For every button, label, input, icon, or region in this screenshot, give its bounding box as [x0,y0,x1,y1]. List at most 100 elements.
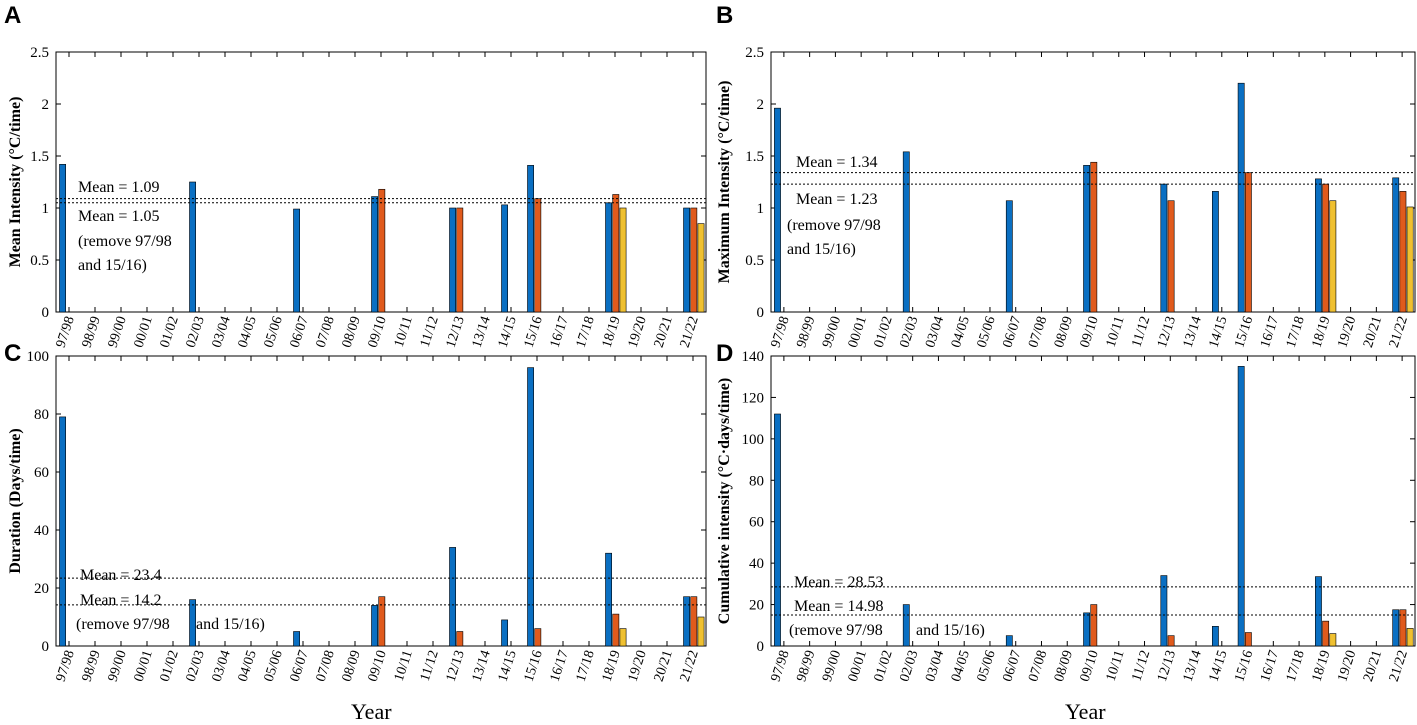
y-tick-label: 0.5 [30,253,49,269]
bar-series3 [697,223,705,313]
y-tick-label: 0 [42,305,50,321]
x-tick-label: 13/14 [470,649,494,684]
bar-series1 [1237,82,1245,313]
panel-letter-b: B [716,2,734,29]
x-axis-label-d: Year [1065,699,1106,724]
mean-annotation: (remove 97/98 [78,233,172,250]
x-tick-label: 09/10 [1078,649,1102,684]
bar-series1 [902,604,910,647]
y-tick-label: 80 [34,407,49,423]
bar-series2 [612,194,620,313]
bar-series2 [1167,200,1175,313]
y-tick-label: 20 [34,581,49,597]
y-tick-label: 140 [742,349,765,365]
x-tick-label: 21/22 [678,649,702,684]
x-tick-label: 12/13 [1155,649,1179,684]
bar-series2 [690,207,698,313]
y-tick-label: 2 [757,97,765,113]
bar-series2 [1322,620,1330,647]
mean-annotation: Mean = 14.2 [80,592,161,609]
y-tick-label: 1.5 [30,149,49,165]
bar-series1 [1392,609,1400,647]
bar-series1 [1083,165,1090,313]
x-tick-label: 14/15 [1206,649,1230,684]
y-tick-label: 2.5 [30,45,49,61]
x-tick-label: 17/18 [1284,649,1308,684]
x-tick-label: 20/21 [652,649,676,684]
bar-series2 [378,596,386,647]
bar-series1 [449,547,456,647]
bar-series1 [1315,576,1322,647]
bar-series1 [605,202,612,313]
bar-series3 [1329,633,1337,647]
chart-d: 0 20 40 60 80 100 120 140 Cumulative intensity (… [716,349,1416,684]
x-tick-label: 14/15 [496,649,520,684]
x-tick-label: 08/09 [1052,649,1076,684]
bar-series1 [774,107,781,313]
y-tick-label: 40 [34,523,49,539]
bar-series1 [1005,200,1013,313]
x-tick-label: 16/17 [1258,649,1282,684]
x-tick-label: 12/13 [444,649,468,684]
y-tick-label: 2 [42,97,50,113]
x-tick-label: 99/00 [820,649,844,684]
bar-series1 [293,631,300,647]
bar-series2 [1322,183,1330,313]
x-tick-label: 00/01 [132,649,156,684]
y-tick-label: 80 [749,473,764,489]
bar-series1 [527,367,534,647]
bar-series1 [189,181,196,313]
x-tick-label: 11/12 [418,649,442,683]
y-tick-label: 100 [742,432,765,448]
bar-series1 [293,208,300,313]
bar-series2 [378,188,386,313]
bar-series1 [1083,612,1090,647]
bar-series1 [59,164,66,313]
x-tick-label: 02/03 [897,649,921,684]
y-tick-label: 2.5 [745,45,764,61]
y-axis-label: Maximum Intensity (°C/time) [716,81,733,284]
mean-annotation: and 15/16) [916,622,985,639]
bar-series1 [605,552,612,647]
bar-series2 [1399,609,1407,647]
bar-series3 [619,207,627,313]
bar-series2 [612,613,620,647]
x-tick-label: 09/10 [366,649,390,684]
x-tick-label: 99/00 [106,649,130,684]
y-axis-label: Cumulative intensity (°C·days/time) [716,378,733,624]
bar-series1 [1237,366,1245,647]
x-tick-label: 19/20 [626,649,650,684]
bar-series2 [456,207,464,313]
x-tick-label: 15/16 [1232,649,1256,684]
bar-series2 [1090,604,1098,647]
mean-annotation: Mean = 14.98 [794,598,883,615]
mean-annotation: and 15/16) [787,241,856,258]
bar-series1 [527,165,534,313]
bar-series3 [1406,206,1414,313]
x-tick-label: 18/19 [1310,649,1334,684]
x-tick-label: 03/04 [210,649,234,684]
bar-series1 [501,619,508,647]
y-axis-label: Duration (Days/time) [7,428,24,573]
x-tick-label: 13/14 [1181,649,1205,684]
x-tick-label: 19/20 [1335,649,1359,684]
bar-series2 [1090,161,1098,313]
bar-series1 [683,596,690,647]
mean-annotation: (remove 97/98 [787,217,881,234]
bar-series1 [189,599,196,647]
bar-series2 [1399,191,1407,313]
x-tick-label: 02/03 [184,649,208,684]
bar-series1 [902,151,910,313]
y-tick-label: 0 [757,305,765,321]
x-tick-label: 04/05 [949,649,973,684]
bar-series2 [1167,635,1175,647]
bar-series2 [1244,632,1252,647]
y-tick-label: 60 [749,515,764,531]
y-tick-label: 120 [742,390,765,406]
bar-series2 [456,631,464,647]
bar-series1 [1160,183,1168,313]
mean-annotation: and 15/16) [196,616,265,633]
mean-annotation: Mean = 1.34 [796,154,877,171]
bar-series1 [371,196,378,313]
